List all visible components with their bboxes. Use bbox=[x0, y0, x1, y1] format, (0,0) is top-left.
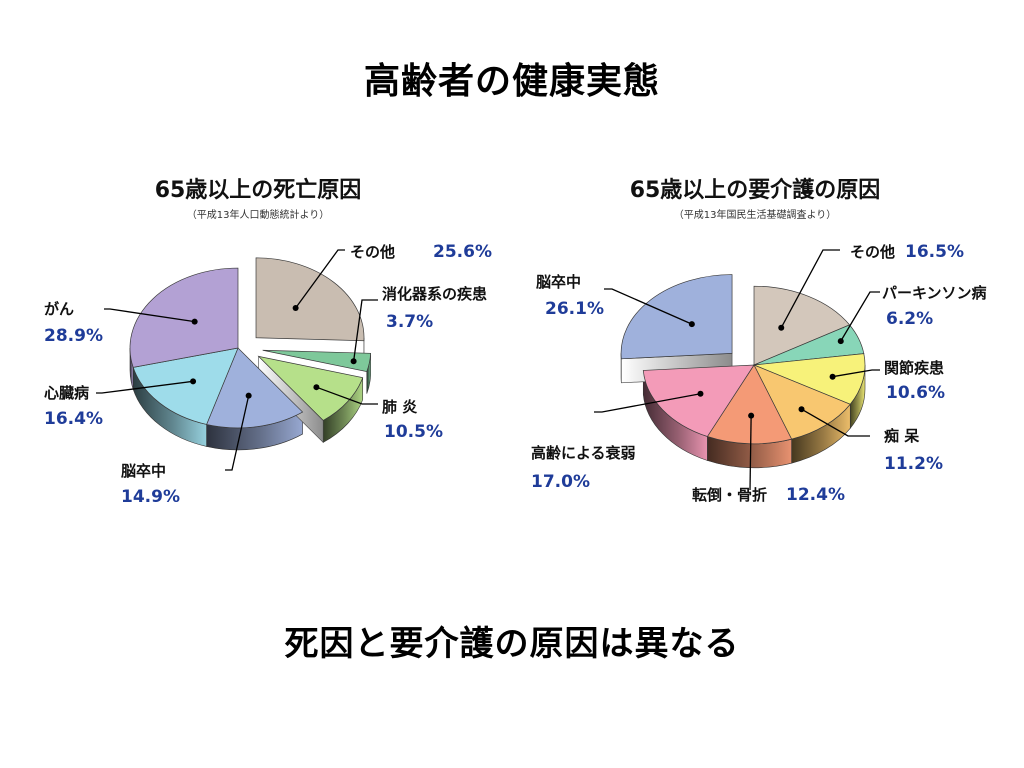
death-pie-leader-心臓病 bbox=[96, 380, 194, 394]
death-pie-value-心臓病: 16.4% bbox=[44, 409, 103, 429]
death-pie-value-がん: 28.9% bbox=[44, 326, 103, 346]
death-pie-slice-がん bbox=[129, 267, 239, 368]
death-pie-slice-脳卒中 bbox=[206, 347, 304, 429]
death-pie-leader-その他 bbox=[295, 249, 345, 309]
death-pie-value-脳卒中: 14.9% bbox=[121, 487, 180, 507]
death-chart-source: （平成13年人口動態統計より） bbox=[187, 208, 330, 221]
death-pie-label-脳卒中: 脳卒中 bbox=[121, 462, 166, 480]
death-pie bbox=[129, 257, 371, 451]
death-pie-value-消化器系の疾患: 3.7% bbox=[386, 312, 433, 332]
care-pie-label-転倒・骨折: 転倒・骨折 bbox=[692, 486, 767, 504]
death-pie-leader-脳卒中 bbox=[225, 395, 250, 471]
care-pie-slice-転倒・骨折 bbox=[706, 364, 793, 445]
death-pie-value-肺炎: 10.5% bbox=[384, 422, 443, 442]
care-pie-labels: その他 16.5% パーキンソン病 6.2% 関節疾患 10.6% 痴 呆 11.2% 転倒・骨… bbox=[531, 242, 987, 505]
care-pie bbox=[620, 274, 866, 469]
care-pie-value-脳卒中: 26.1% bbox=[545, 299, 604, 319]
care-pie-label-高齢による衰弱: 高齢による衰弱 bbox=[531, 444, 636, 462]
death-pie-slice-肺炎 bbox=[257, 355, 364, 421]
death-pie-label-肺炎: 肺 炎 bbox=[382, 398, 417, 416]
care-pie-label-その他: その他 bbox=[850, 243, 895, 261]
care-pie-value-関節疾患: 10.6% bbox=[886, 383, 945, 403]
slide-title: 高齢者の健康実態 bbox=[363, 61, 660, 102]
care-pie-value-その他: 16.5% bbox=[905, 242, 964, 262]
care-pie-value-パーキンソン病: 6.2% bbox=[886, 309, 933, 329]
death-pie-labels: その他 25.6% 消化器系の疾患 3.7% 肺 炎 10.5% 脳卒中 14.9% 心臓病 16… bbox=[44, 242, 492, 507]
care-pie-label-脳卒中: 脳卒中 bbox=[536, 273, 581, 291]
care-pie-label-パーキンソン病: パーキンソン病 bbox=[882, 284, 987, 302]
care-pie-label-痴呆: 痴 呆 bbox=[884, 427, 919, 445]
care-causes-chart: 65歳以上の要介護の原因 （平成13年国民生活基礎調査より） その他 16.5% パ… bbox=[531, 177, 987, 505]
care-pie-value-痴呆: 11.2% bbox=[884, 454, 943, 474]
care-pie-leader-関節疾患 bbox=[832, 369, 880, 378]
care-chart-title: 65歳以上の要介護の原因 bbox=[630, 177, 881, 203]
care-pie-leader-パーキンソン病 bbox=[840, 291, 880, 342]
care-pie-slice-痴呆 bbox=[753, 364, 851, 440]
care-chart-source: （平成13年国民生活基礎調査より） bbox=[674, 208, 837, 221]
death-causes-chart: 65歳以上の死亡原因 （平成13年人口動態統計より） その他 25.6% 消化器系の… bbox=[44, 177, 492, 507]
care-pie-leader-痴呆 bbox=[801, 408, 870, 437]
death-pie-slice-その他 bbox=[255, 257, 365, 342]
death-pie-leader-消化器系の疾患 bbox=[352, 299, 378, 362]
death-pie-label-がん: がん bbox=[44, 300, 74, 318]
care-pie-leader-高齢による衰弱 bbox=[594, 393, 701, 413]
death-chart-title: 65歳以上の死亡原因 bbox=[155, 177, 362, 203]
death-pie-slice-消化器系の疾患 bbox=[262, 349, 371, 373]
death-pie-label-その他: その他 bbox=[350, 243, 395, 261]
death-pie-leader-がん bbox=[104, 308, 195, 323]
death-pie-label-消化器系の疾患: 消化器系の疾患 bbox=[382, 285, 487, 303]
slide-caption: 死因と要介護の原因は異なる bbox=[284, 624, 740, 664]
death-pie-label-心臓病: 心臓病 bbox=[44, 384, 89, 402]
care-pie-label-関節疾患: 関節疾患 bbox=[884, 359, 944, 377]
care-pie-leader-その他 bbox=[780, 249, 840, 329]
death-pie-value-その他: 25.6% bbox=[433, 242, 492, 262]
care-pie-value-転倒・骨折: 12.4% bbox=[786, 485, 845, 505]
care-pie-slice-その他 bbox=[753, 285, 851, 366]
death-pie-slice-心臓病 bbox=[132, 347, 239, 425]
care-pie-leader-転倒・骨折 bbox=[749, 415, 752, 491]
care-pie-slice-高齢による衰弱 bbox=[642, 364, 755, 437]
care-pie-value-高齢による衰弱: 17.0% bbox=[531, 472, 590, 492]
death-pie-leader-肺炎 bbox=[316, 386, 378, 405]
care-pie-slice-関節疾患 bbox=[753, 353, 866, 405]
care-pie-leader-脳卒中 bbox=[604, 288, 693, 325]
